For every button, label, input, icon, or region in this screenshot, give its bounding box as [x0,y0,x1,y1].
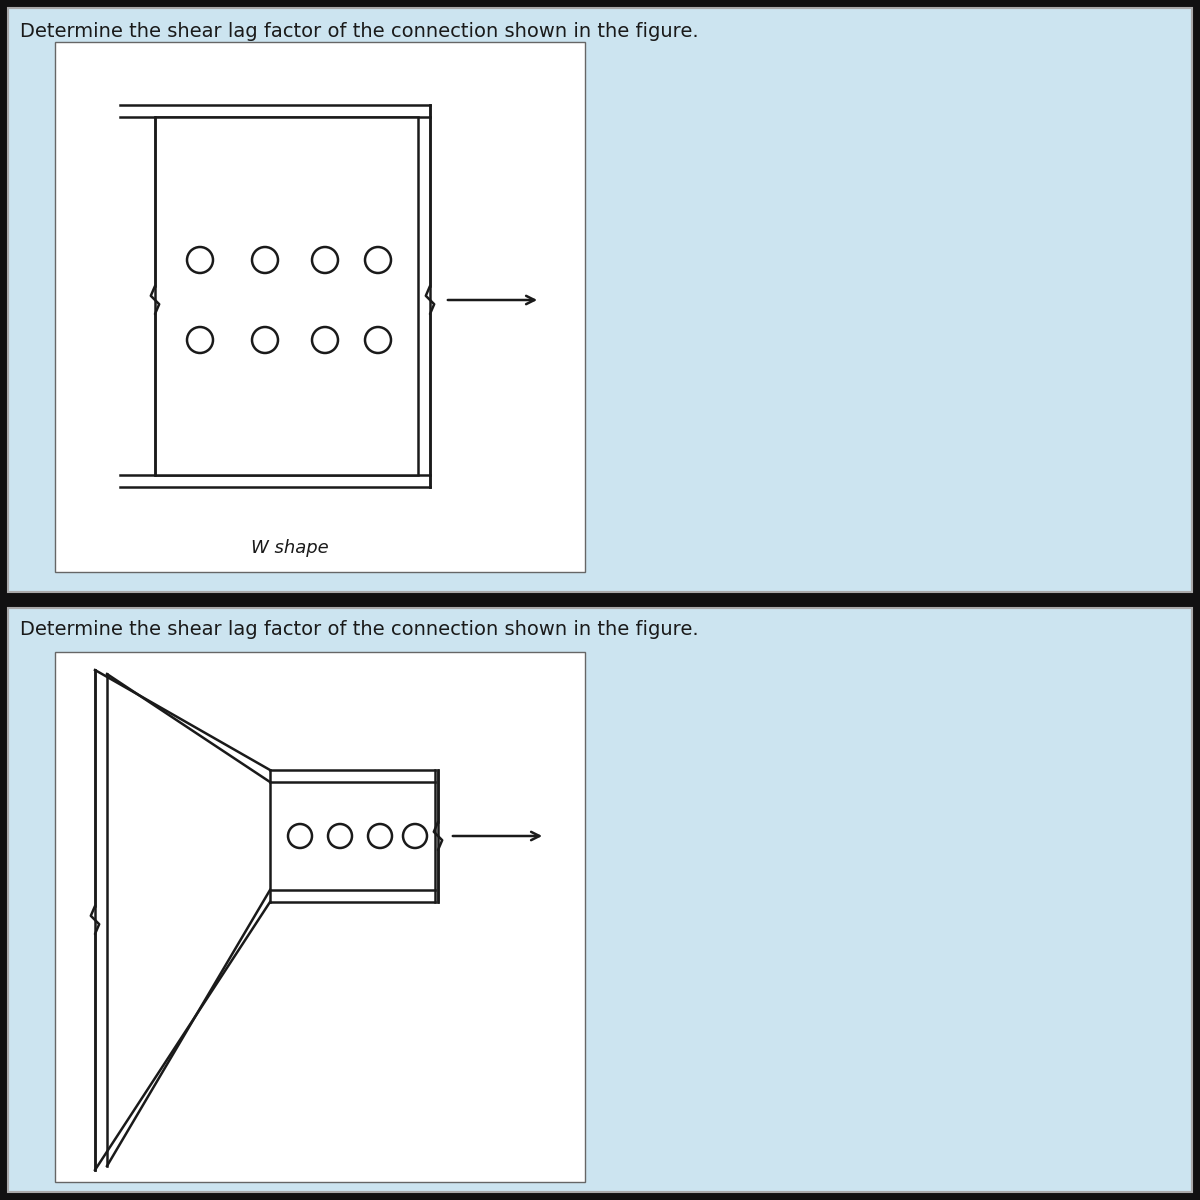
Circle shape [328,824,352,848]
Circle shape [187,326,214,353]
Circle shape [312,326,338,353]
Circle shape [252,247,278,272]
Bar [155,116,418,475]
Circle shape [187,247,214,272]
Circle shape [403,824,427,848]
Circle shape [365,247,391,272]
Circle shape [252,326,278,353]
Bar [8,8,1192,592]
Bar [8,608,1192,1192]
Text: Determine the shear lag factor of the connection shown in the figure.: Determine the shear lag factor of the co… [20,620,698,638]
Circle shape [368,824,392,848]
Bar [55,652,586,1182]
Text: W shape: W shape [251,539,329,557]
Circle shape [288,824,312,848]
Text: Determine the shear lag factor of the connection shown in the figure.: Determine the shear lag factor of the co… [20,22,698,41]
Bar [55,42,586,572]
Circle shape [365,326,391,353]
Circle shape [312,247,338,272]
